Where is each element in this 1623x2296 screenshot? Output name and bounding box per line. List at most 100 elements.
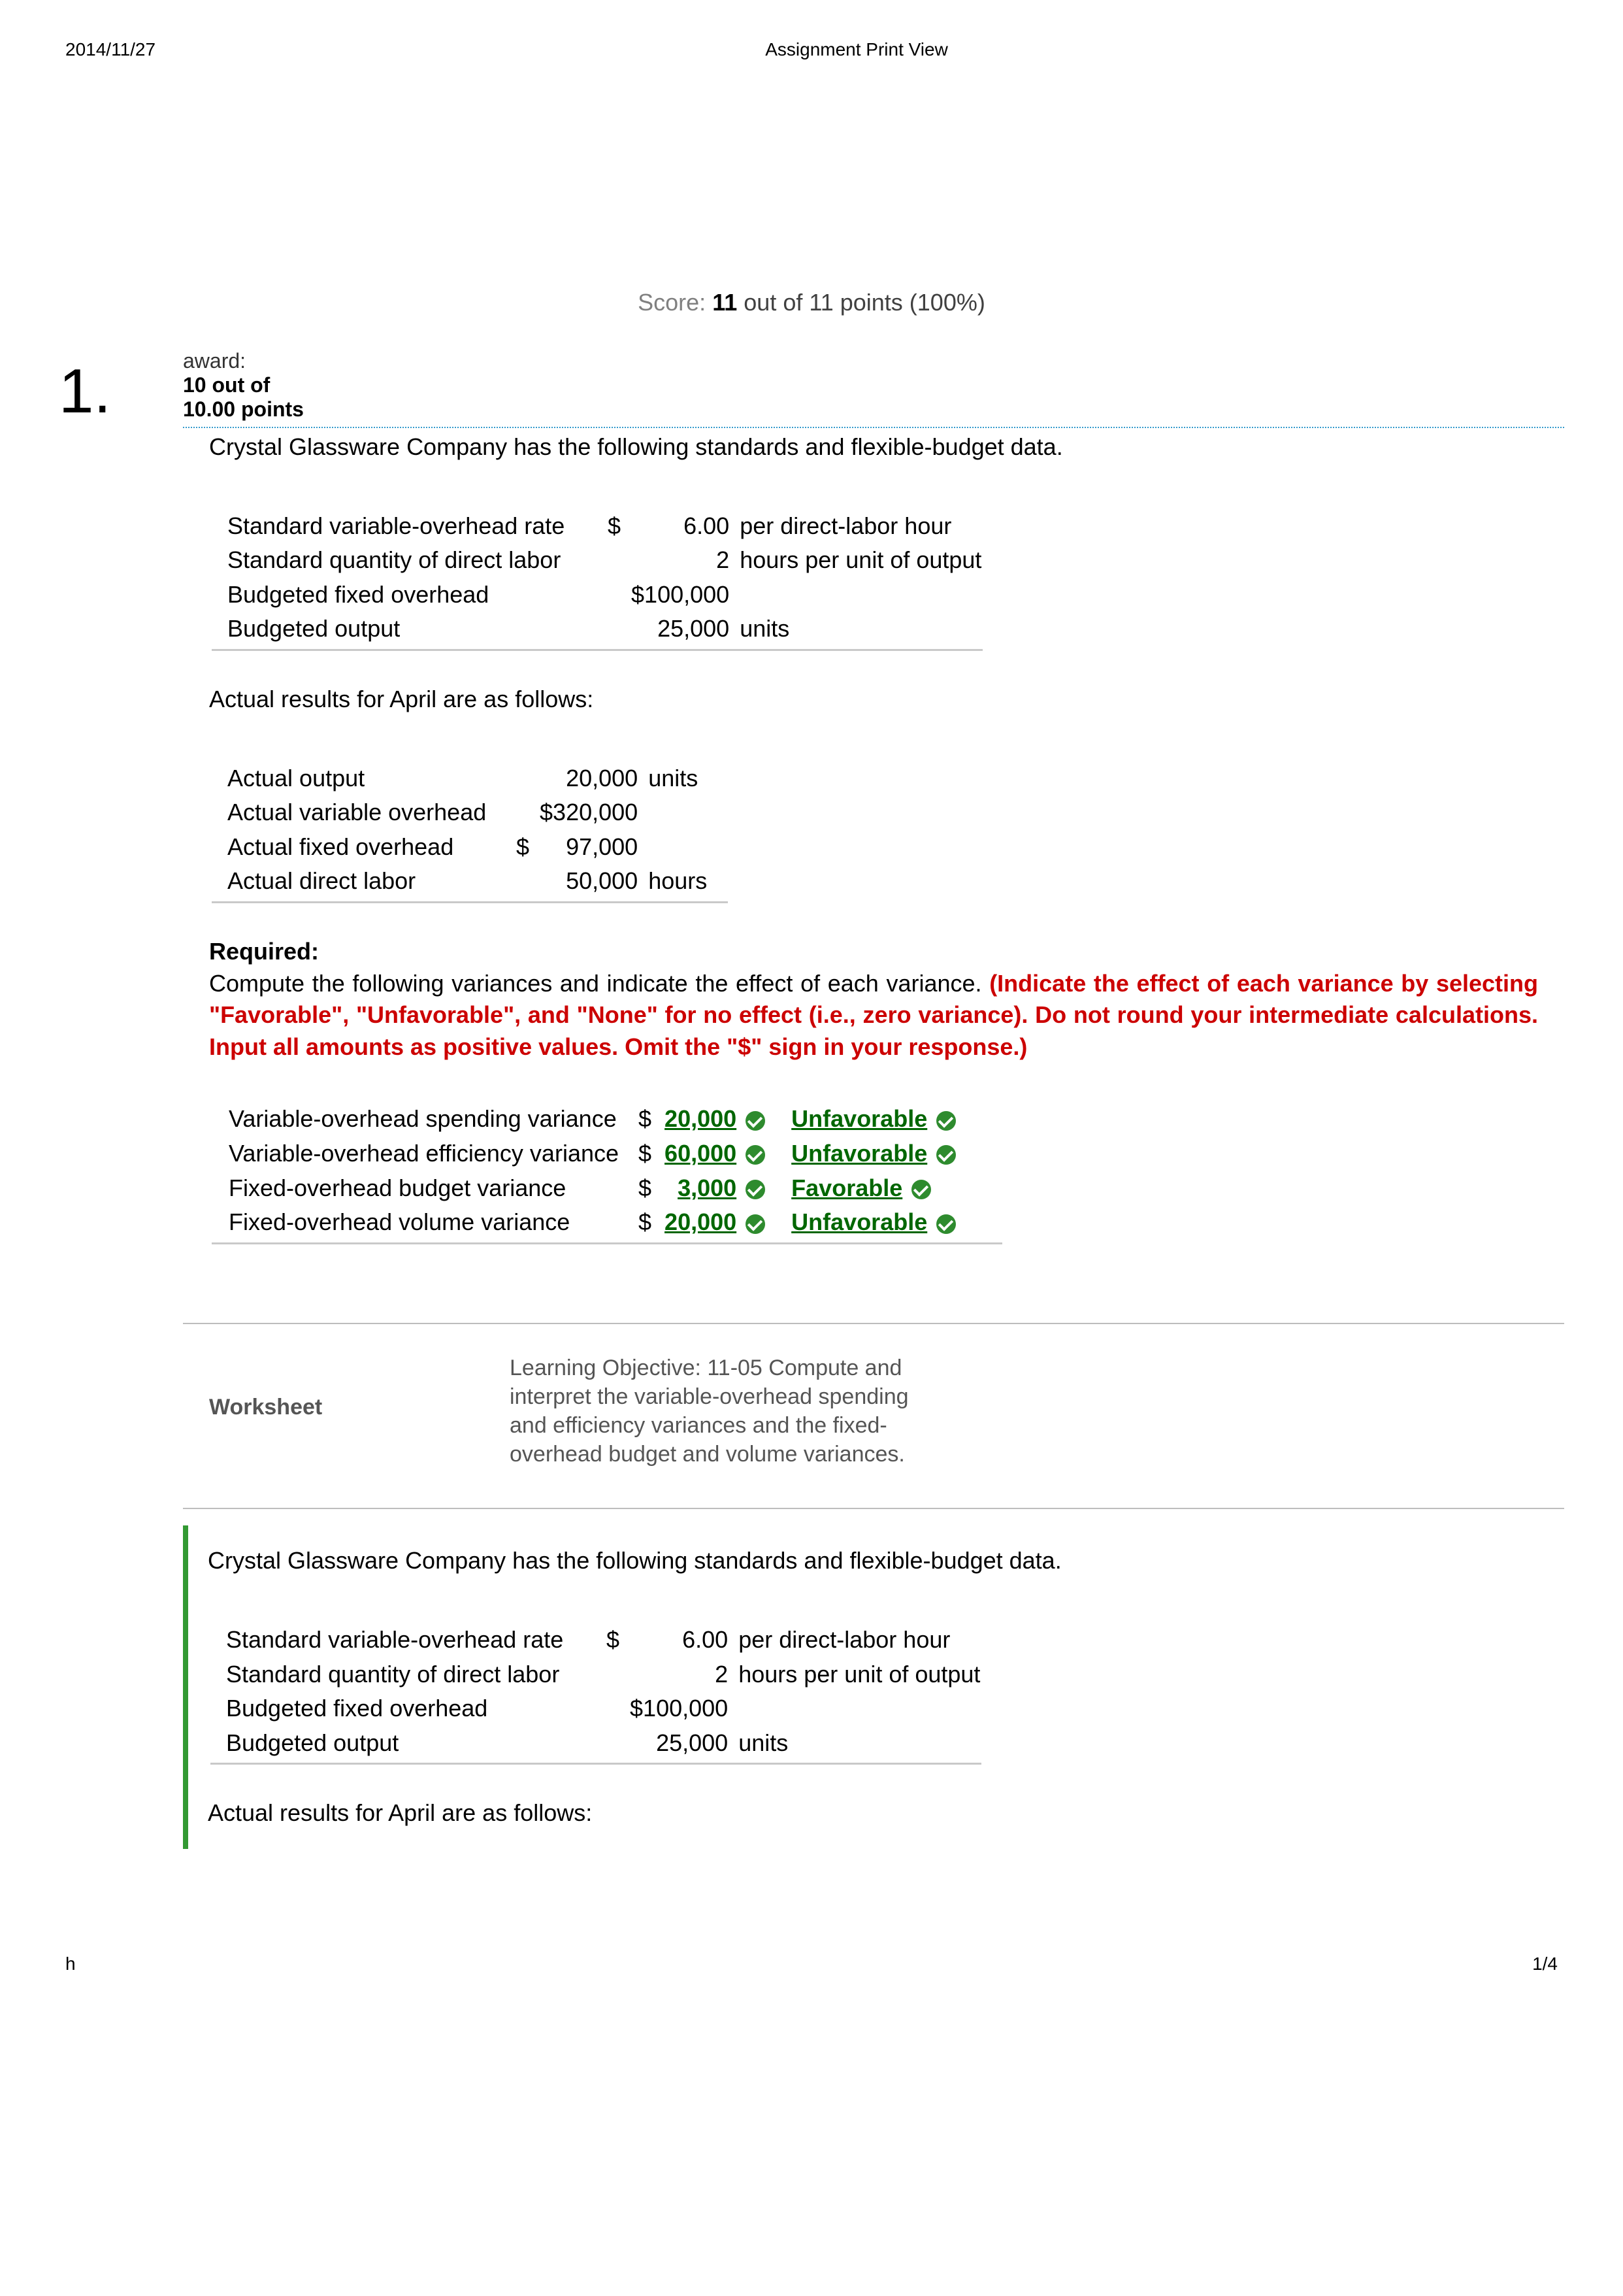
row-dollar [497,795,534,830]
table-row: Actual fixed overhead$97,000 [222,830,712,865]
variance-effect-cell: Unfavorable [772,1137,962,1171]
variance-effect: Unfavorable [791,1208,927,1235]
table-row: Budgeted output 25,000units [222,612,987,646]
table-underline [212,1242,1002,1244]
variance-amount-cell: 3,000 [658,1171,772,1206]
row-amount: 2 [625,1657,733,1692]
variance-label: Fixed-overhead budget variance [222,1171,625,1206]
variance-label: Variable-overhead spending variance [222,1102,625,1137]
row-unit [733,1691,985,1726]
row-amount: $100,000 [625,1691,733,1726]
row-dollar [588,612,626,646]
row-amount: 20,000 [534,761,643,796]
score-label: Score: [638,289,706,316]
row-label: Actual variable overhead [222,795,497,830]
explanation-actual-intro: Actual results for April are as follows: [208,1797,1545,1829]
variance-row: Fixed-overhead budget variance$3,000 Fav… [222,1171,962,1206]
footer-left: h [65,1954,76,1974]
row-label: Standard quantity of direct labor [221,1657,587,1692]
dollar-sign: $ [625,1102,658,1137]
dollar-sign: $ [625,1137,658,1171]
row-dollar [497,864,534,899]
check-icon [911,1180,931,1199]
section-separator [183,1323,1564,1324]
row-dollar [587,1657,625,1692]
award-points-top: 10 out of [183,373,1564,397]
table-row: Standard quantity of direct labor2hours … [222,543,987,578]
row-dollar: $ [587,1623,625,1657]
row-label: Actual output [222,761,497,796]
table-underline [212,649,983,651]
explanation-box: Crystal Glassware Company has the follow… [183,1525,1564,1849]
row-label: Standard variable-overhead rate [221,1623,587,1657]
header-date: 2014/11/27 [65,39,156,60]
check-icon [746,1214,765,1234]
table-row: Actual output 20,000units [222,761,712,796]
row-unit: hours [643,864,712,899]
row-amount: 2 [626,543,734,578]
row-unit: units [734,612,987,646]
row-dollar [587,1691,625,1726]
table-underline [210,1763,981,1765]
variance-row: Variable-overhead efficiency variance$60… [222,1137,962,1171]
row-dollar [588,578,626,612]
check-icon [936,1214,956,1234]
row-label: Budgeted fixed overhead [221,1691,587,1726]
check-icon [746,1145,765,1165]
row-unit: per direct-labor hour [734,509,987,544]
score-line: Score: 11 out of 11 points (100%) [59,289,1564,316]
question-number: 1. [59,349,163,1849]
row-unit: units [643,761,712,796]
row-amount: 97,000 [534,830,643,865]
intro-text: Crystal Glassware Company has the follow… [209,431,1564,463]
row-unit [643,795,712,830]
table-underline [212,901,728,903]
row-amount: $100,000 [626,578,734,612]
row-unit: hours per unit of output [733,1657,985,1692]
variance-effect: Unfavorable [791,1140,927,1167]
table-row: Budgeted output25,000units [221,1726,985,1761]
reference-objective: Learning Objective: 11-05 Compute and in… [510,1354,915,1469]
reference-worksheet: Worksheet [209,1354,457,1469]
actual-intro: Actual results for April are as follows: [209,684,1564,716]
variance-amount: 20,000 [664,1105,736,1132]
award-block: award: 10 out of 10.00 points [183,349,1564,422]
table-row: Standard variable-overhead rate$6.00per … [221,1623,985,1657]
table-row: Budgeted fixed overhead $100,000 [221,1691,985,1726]
row-label: Budgeted output [222,612,588,646]
page-header: 2014/11/27 Assignment Print View [59,39,1564,60]
row-label: Standard variable-overhead rate [222,509,588,544]
row-dollar: $ [588,509,626,544]
variance-amount-cell: 20,000 [658,1205,772,1240]
variance-effect-cell: Unfavorable [772,1205,962,1240]
check-icon [746,1111,765,1131]
check-icon [936,1145,956,1165]
row-unit: per direct-labor hour [733,1623,985,1657]
row-dollar [588,543,626,578]
row-dollar [497,761,534,796]
row-amount: 6.00 [625,1623,733,1657]
section-separator [183,1508,1564,1509]
dollar-sign: $ [625,1171,658,1206]
variance-amount: 60,000 [664,1140,736,1167]
variance-effect-cell: Unfavorable [772,1102,962,1137]
explanation-standards-table: Standard variable-overhead rate$6.00per … [221,1623,985,1760]
header-title: Assignment Print View [765,39,948,60]
row-amount: 25,000 [625,1726,733,1761]
variance-effect: Unfavorable [791,1105,927,1132]
row-amount: $320,000 [534,795,643,830]
award-points-bottom: 10.00 points [183,397,1564,422]
table-row: Actual direct labor50,000hours [222,864,712,899]
table-row: Standard quantity of direct labor 2hours … [221,1657,985,1692]
dotted-separator [183,427,1564,428]
row-unit: units [733,1726,985,1761]
row-amount: 25,000 [626,612,734,646]
table-row: Actual variable overhead $320,000 [222,795,712,830]
actuals-table: Actual output20,000unitsActual variable … [222,761,712,899]
row-label: Actual direct labor [222,864,497,899]
check-icon [936,1111,956,1131]
check-icon [746,1180,765,1199]
standards-table: Standard variable-overhead rate$6.00per … [222,509,987,646]
row-label: Standard quantity of direct labor [222,543,588,578]
question-body: award: 10 out of 10.00 points Crystal Gl… [183,349,1564,1849]
